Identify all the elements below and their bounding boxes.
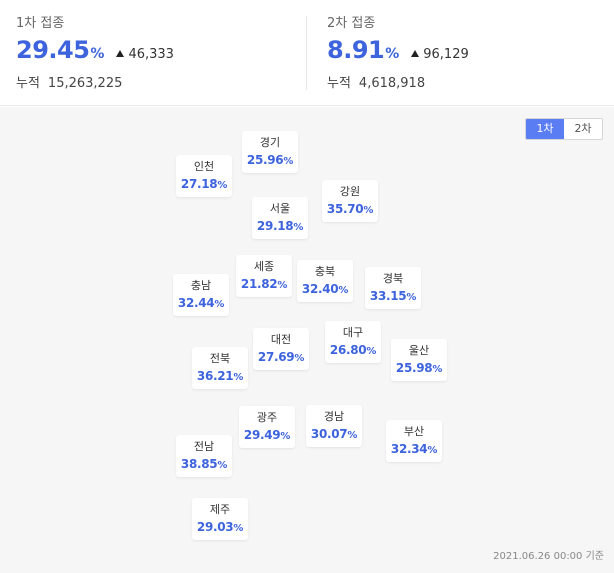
region-value: 36.21	[196, 369, 234, 383]
region-daejeon[interactable]: 대전 27.69%	[253, 328, 309, 370]
region-busan[interactable]: 부산 32.34%	[386, 420, 442, 462]
region-chungnam[interactable]: 충남 32.44%	[173, 274, 229, 316]
toggle-dose1-button[interactable]: 1차	[526, 119, 564, 139]
region-value: 21.82	[240, 277, 278, 291]
region-name: 서울	[269, 202, 291, 215]
region-name: 대구	[342, 326, 364, 339]
region-name: 대전	[270, 333, 292, 346]
update-timestamp: 2021.06.26 00:00 기준	[493, 551, 604, 562]
dose2-rate-unit: %	[385, 46, 400, 62]
region-sejong[interactable]: 세종 21.82%	[236, 255, 292, 297]
dose1-stat: 1차 접종 29.45 % 46,333 누적 15,263,225	[16, 0, 306, 106]
region-unit: %	[294, 353, 305, 364]
dose2-rate-value: 8.91	[327, 36, 385, 64]
dose1-rate-value: 29.45	[16, 36, 90, 64]
region-unit: %	[280, 431, 291, 442]
toggle-dose2-button[interactable]: 2차	[564, 119, 602, 139]
region-seoul[interactable]: 서울 29.18%	[252, 197, 308, 239]
region-chungbuk[interactable]: 충북 32.40%	[297, 260, 353, 302]
region-name: 강원	[339, 185, 361, 198]
dose2-title: 2차 접종	[327, 16, 376, 31]
region-unit: %	[217, 460, 228, 471]
region-unit: %	[366, 346, 377, 357]
region-value: 38.85	[180, 457, 218, 471]
region-value: 26.80	[329, 343, 367, 357]
dose1-delta-value: 46,333	[128, 47, 174, 62]
region-name: 충남	[190, 279, 212, 292]
region-unit: %	[217, 180, 228, 191]
region-name: 경북	[382, 272, 404, 285]
region-unit: %	[293, 222, 304, 233]
region-jeju[interactable]: 제주 29.03%	[192, 498, 248, 540]
region-name: 인천	[193, 160, 215, 173]
region-value: 29.18	[256, 219, 294, 233]
region-name: 세종	[253, 260, 275, 273]
region-name: 경남	[323, 410, 345, 423]
dose2-rate-row: 8.91 % 96,129	[327, 36, 469, 64]
region-gyeonggi[interactable]: 경기 25.96%	[242, 131, 298, 173]
region-gwangju[interactable]: 광주 29.49%	[239, 406, 295, 448]
region-jeonnam[interactable]: 전남 38.85%	[176, 435, 232, 477]
region-value: 35.70	[326, 202, 364, 216]
region-jeonbuk[interactable]: 전북 36.21%	[192, 347, 248, 389]
region-value: 29.49	[243, 428, 281, 442]
dose2-delta-value: 96,129	[423, 47, 469, 62]
region-name: 충북	[314, 265, 336, 278]
region-unit: %	[214, 299, 225, 310]
region-unit: %	[427, 445, 438, 456]
region-unit: %	[338, 285, 349, 296]
dose2-cumulative-value: 4,618,918	[358, 76, 426, 91]
region-name: 광주	[256, 411, 278, 424]
region-name: 울산	[408, 344, 430, 357]
dose2-delta: 96,129	[411, 47, 469, 62]
region-unit: %	[406, 292, 417, 303]
dose1-cumulative-label: 누적	[16, 76, 40, 91]
region-unit: %	[432, 364, 443, 375]
region-value: 32.40	[301, 282, 339, 296]
region-name: 경기	[259, 136, 281, 149]
dose1-rate-row: 29.45 % 46,333	[16, 36, 174, 64]
region-name: 제주	[209, 503, 231, 516]
region-unit: %	[347, 430, 358, 441]
region-gangwon[interactable]: 강원 35.70%	[322, 180, 378, 222]
dose2-cumulative: 누적 4,618,918	[327, 72, 425, 91]
region-unit: %	[233, 372, 244, 383]
region-name: 전남	[193, 440, 215, 453]
region-value: 30.07	[310, 427, 348, 441]
region-unit: %	[233, 523, 244, 534]
region-value: 25.96	[246, 153, 284, 167]
region-value: 29.03	[196, 520, 234, 534]
dose2-cumulative-label: 누적	[327, 76, 351, 91]
dose2-stat: 2차 접종 8.91 % 96,129 누적 4,618,918	[327, 0, 607, 106]
region-daegu[interactable]: 대구 26.80%	[325, 321, 381, 363]
dose1-delta: 46,333	[116, 47, 174, 62]
region-unit: %	[283, 156, 294, 167]
region-unit: %	[277, 280, 288, 291]
region-value: 33.15	[369, 289, 407, 303]
region-value: 32.44	[177, 296, 215, 310]
vaccination-summary: 1차 접종 29.45 % 46,333 누적 15,263,225 2차 접종 …	[0, 0, 614, 106]
region-unit: %	[363, 205, 374, 216]
dose1-cumulative: 누적 15,263,225	[16, 72, 122, 91]
summary-divider	[306, 16, 307, 90]
region-gyeongbuk[interactable]: 경북 33.15%	[365, 267, 421, 309]
triangle-up-icon	[116, 50, 125, 57]
region-gyeongnam[interactable]: 경남 30.07%	[306, 405, 362, 447]
region-incheon[interactable]: 인천 27.18%	[176, 155, 232, 197]
region-name: 부산	[403, 425, 425, 438]
triangle-up-icon	[411, 50, 420, 57]
region-value: 25.98	[395, 361, 433, 375]
region-value: 32.34	[390, 442, 428, 456]
region-name: 전북	[209, 352, 231, 365]
dose1-cumulative-value: 15,263,225	[47, 76, 123, 91]
dose1-rate-unit: %	[90, 46, 105, 62]
region-ulsan[interactable]: 울산 25.98%	[391, 339, 447, 381]
dose1-title: 1차 접종	[16, 16, 65, 31]
dose-toggle: 1차 2차	[525, 118, 603, 140]
region-value: 27.69	[257, 350, 295, 364]
region-value: 27.18	[180, 177, 218, 191]
